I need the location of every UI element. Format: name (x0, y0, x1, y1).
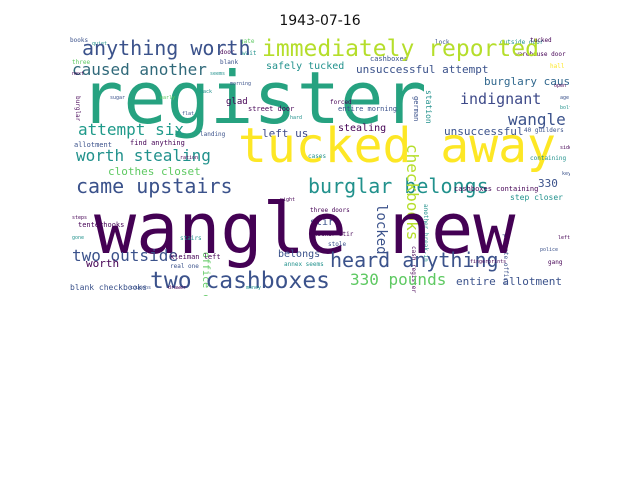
word: warehouse door (515, 51, 566, 58)
word: german (412, 96, 420, 122)
word: immediately reported (262, 36, 539, 62)
word: step closer (510, 193, 563, 202)
word: left us (262, 127, 309, 140)
word: three (72, 59, 91, 66)
word: gate (240, 38, 255, 45)
word: stir (310, 217, 335, 228)
word: burglar belongs (308, 174, 489, 198)
word: back (200, 89, 213, 95)
word: gone (72, 235, 85, 241)
word: another break-in (422, 204, 429, 262)
word: three doors (310, 207, 350, 214)
word: entire morning (338, 105, 398, 113)
word: came upstairs (76, 174, 233, 198)
word: cases (308, 153, 327, 160)
word: wait (242, 50, 257, 57)
word: door (220, 49, 235, 56)
word: find anything (130, 139, 185, 147)
word: allotment (74, 141, 112, 149)
word: 40 guilders (524, 127, 564, 134)
word: unsuccessful attempt (356, 63, 489, 76)
word: hall (550, 63, 565, 70)
word: street door (248, 105, 295, 113)
word-cloud: books quiet gate door wait lock warehous… (70, 36, 570, 296)
word: burglary caused (484, 75, 570, 88)
word: glad (226, 97, 248, 107)
word: annex seems (284, 261, 324, 268)
word: tenterhooks (78, 221, 125, 229)
word: caused another (72, 60, 207, 79)
word: night (280, 197, 296, 203)
word: clothes closet (108, 165, 201, 178)
word: cashboxes containing (454, 185, 539, 193)
word: blank checkbooks (70, 283, 148, 292)
word: containing (530, 155, 567, 162)
word: stealing (338, 123, 387, 134)
word: age (560, 95, 570, 101)
word: tucked away (238, 118, 556, 174)
word: blank (220, 59, 239, 66)
word: station (424, 90, 433, 124)
word: early (160, 95, 176, 101)
word: safely tucked (266, 61, 345, 72)
word: cashboxes (370, 55, 408, 63)
word: another stir (310, 231, 354, 238)
word: locked (373, 204, 389, 255)
word: wangle new (94, 188, 516, 270)
word: belongs (278, 249, 321, 260)
word: kleiman left (170, 253, 221, 261)
word: ration (180, 155, 199, 161)
word: office came (200, 252, 211, 296)
word: wangle (508, 110, 566, 129)
word: police (540, 247, 559, 253)
word: register (80, 56, 427, 140)
word: tucked (530, 37, 552, 44)
word: two outside (72, 246, 178, 265)
word: morning (230, 81, 252, 87)
word: stole (328, 241, 347, 248)
word: key (562, 171, 570, 177)
word: two cashboxes (150, 268, 331, 294)
word: unsuccessful (444, 125, 524, 138)
word: next (72, 71, 85, 77)
word: worth stealing (76, 146, 211, 165)
word: bolt (560, 105, 570, 111)
word: hard (290, 115, 303, 121)
word: open (554, 83, 567, 89)
word: real one (170, 263, 199, 270)
word: sugar (110, 95, 126, 101)
word: books (70, 37, 89, 44)
word: gang (548, 259, 563, 266)
word: lock (435, 39, 450, 46)
word: outside door (500, 39, 544, 46)
word: quiet (92, 41, 108, 47)
word: cash register (410, 246, 417, 293)
word: private office (502, 234, 509, 285)
word: entire allotment (456, 275, 562, 288)
word: forced (330, 99, 352, 106)
word: stairs (180, 235, 202, 242)
word: seems (210, 71, 226, 77)
word: checkbooks (403, 144, 422, 241)
word: money (246, 285, 262, 291)
word: steps (72, 215, 88, 221)
figure-title: 1943-07-16 (279, 13, 361, 29)
word: fingerprints (470, 259, 507, 265)
word: drawer (168, 285, 187, 291)
word: anything worth (82, 36, 251, 60)
word: heard anything (330, 248, 499, 272)
word: burglar (74, 96, 81, 122)
word: coupons (130, 285, 152, 291)
word: 330 (538, 177, 558, 190)
word: flat (182, 111, 195, 117)
word: 330 pounds (350, 270, 447, 289)
word: left (558, 235, 570, 241)
word: attempt six (78, 120, 184, 139)
word: side (560, 145, 570, 151)
word: worth (86, 257, 120, 270)
word: landing (200, 131, 226, 138)
word: indignant (460, 90, 542, 108)
